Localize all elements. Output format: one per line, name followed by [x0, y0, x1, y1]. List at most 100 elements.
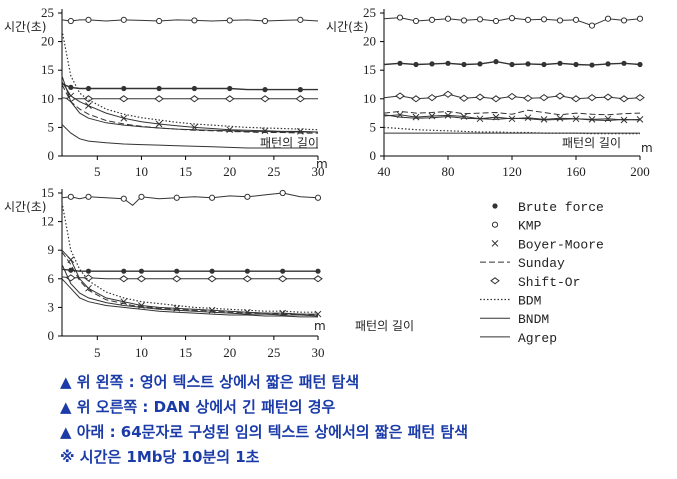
data-point-shift-or	[603, 93, 613, 101]
data-point-kmp	[226, 17, 233, 24]
data-point-boyer-moore	[444, 112, 452, 119]
data-point-brute-force	[138, 268, 145, 274]
data-point-kmp	[191, 17, 198, 24]
x-tick-label: 5	[94, 345, 101, 360]
y-tick-label: 0	[370, 148, 377, 163]
data-point-brute-force	[637, 61, 643, 68]
data-point-kmp	[67, 193, 74, 200]
data-point-boyer-moore	[85, 102, 92, 110]
x-axis-label: 패턴의 길이	[562, 136, 621, 150]
x-tick-label: 15	[179, 164, 192, 179]
y-tick-label: 6	[48, 271, 55, 286]
series-line-bdm	[61, 30, 319, 131]
x-tick-label: 5	[94, 164, 101, 179]
series-line-sunday	[383, 109, 641, 116]
legend-marker-shift-or	[490, 277, 500, 285]
data-point-boyer-moore	[120, 114, 128, 122]
data-point-shift-or	[523, 94, 533, 102]
y-axis-label: 시간(초)	[4, 20, 46, 34]
x-tick-label: 25	[267, 164, 280, 179]
data-point-kmp	[556, 17, 564, 24]
data-point-shift-or	[118, 95, 129, 103]
data-point-boyer-moore	[636, 116, 644, 123]
legend-label-sunday: Sunday	[518, 256, 565, 271]
data-point-brute-force	[589, 62, 595, 68]
y-axis-label: 시간(초)	[326, 20, 368, 34]
data-point-kmp	[524, 16, 532, 23]
data-point-brute-force	[445, 60, 451, 66]
data-point-brute-force	[297, 87, 303, 93]
data-point-shift-or	[224, 95, 235, 103]
x-axis-unit: m	[641, 141, 653, 155]
legend-marker-brute-force	[492, 203, 498, 209]
data-point-brute-force	[413, 61, 419, 68]
data-point-brute-force	[121, 268, 127, 274]
data-point-shift-or	[83, 274, 94, 282]
data-point-kmp	[444, 15, 452, 22]
y-tick-label: 5	[370, 119, 377, 134]
data-point-kmp	[156, 17, 163, 25]
series-line-brute-force	[61, 268, 318, 272]
data-point-shift-or	[313, 275, 323, 283]
data-point-kmp	[636, 15, 644, 22]
x-tick-label: 20	[223, 345, 236, 360]
data-point-shift-or	[507, 92, 517, 101]
data-point-brute-force	[461, 61, 467, 68]
legend-marker-kmp	[491, 221, 499, 228]
x-axis-label: 패턴의 길이	[260, 136, 319, 150]
y-tick-label: 25	[41, 5, 54, 20]
series-line-sunday	[61, 251, 319, 316]
series-line-bdm	[383, 126, 640, 135]
series-line-boyer-moore	[61, 81, 319, 133]
data-point-kmp	[508, 15, 516, 22]
data-point-kmp	[67, 17, 74, 25]
data-point-kmp	[173, 194, 180, 201]
x-tick-label: 80	[442, 164, 455, 179]
data-point-brute-force	[315, 268, 321, 274]
data-point-brute-force	[280, 268, 286, 274]
x-tick-label: 30	[312, 345, 325, 360]
data-point-shift-or	[277, 275, 288, 283]
data-point-kmp	[314, 194, 322, 201]
data-point-kmp	[85, 193, 92, 200]
series-line-bndm	[61, 75, 318, 133]
data-point-brute-force	[477, 61, 483, 67]
data-point-kmp	[588, 22, 596, 29]
y-tick-label: 12	[41, 214, 54, 229]
legend-label-shift-or: Shift-Or	[518, 275, 580, 290]
data-point-kmp	[460, 17, 468, 24]
data-point-kmp	[620, 17, 628, 24]
data-point-shift-or	[555, 92, 565, 100]
data-point-kmp	[492, 17, 500, 25]
y-tick-label: 9	[48, 242, 55, 257]
data-point-kmp	[604, 15, 612, 22]
data-point-shift-or	[635, 94, 645, 102]
x-tick-label: 200	[630, 164, 650, 179]
data-point-shift-or	[571, 95, 581, 103]
data-point-shift-or	[395, 92, 405, 100]
note-top-right: ▲ 위 오른쪽 : DAN 상에서 긴 패턴의 경우	[60, 398, 336, 416]
data-point-brute-force	[429, 61, 435, 67]
x-axis-unit: m	[316, 157, 328, 171]
data-point-brute-force	[262, 87, 268, 93]
data-point-kmp	[412, 17, 420, 25]
data-point-shift-or	[411, 95, 421, 103]
data-point-shift-or	[189, 95, 200, 103]
x-tick-label: 120	[502, 164, 522, 179]
data-point-shift-or	[83, 95, 94, 103]
data-point-brute-force	[493, 59, 499, 65]
data-point-brute-force	[397, 60, 403, 66]
data-point-brute-force	[227, 85, 233, 92]
data-point-shift-or	[475, 93, 485, 101]
x-axis-label: 패턴의 길이	[355, 319, 414, 333]
data-point-boyer-moore	[85, 284, 92, 292]
data-point-shift-or	[260, 95, 270, 103]
y-tick-label: 20	[41, 34, 54, 49]
data-point-shift-or	[443, 90, 453, 98]
y-tick-label: 3	[48, 299, 55, 314]
data-point-kmp	[428, 16, 436, 23]
data-point-kmp	[244, 193, 251, 200]
chart-random-64: 0 3 6 9 12 15 5 10 15 20 25 30 시간(초) 패턴의 길이 m	[4, 185, 414, 360]
series-line-bndm	[61, 264, 319, 317]
